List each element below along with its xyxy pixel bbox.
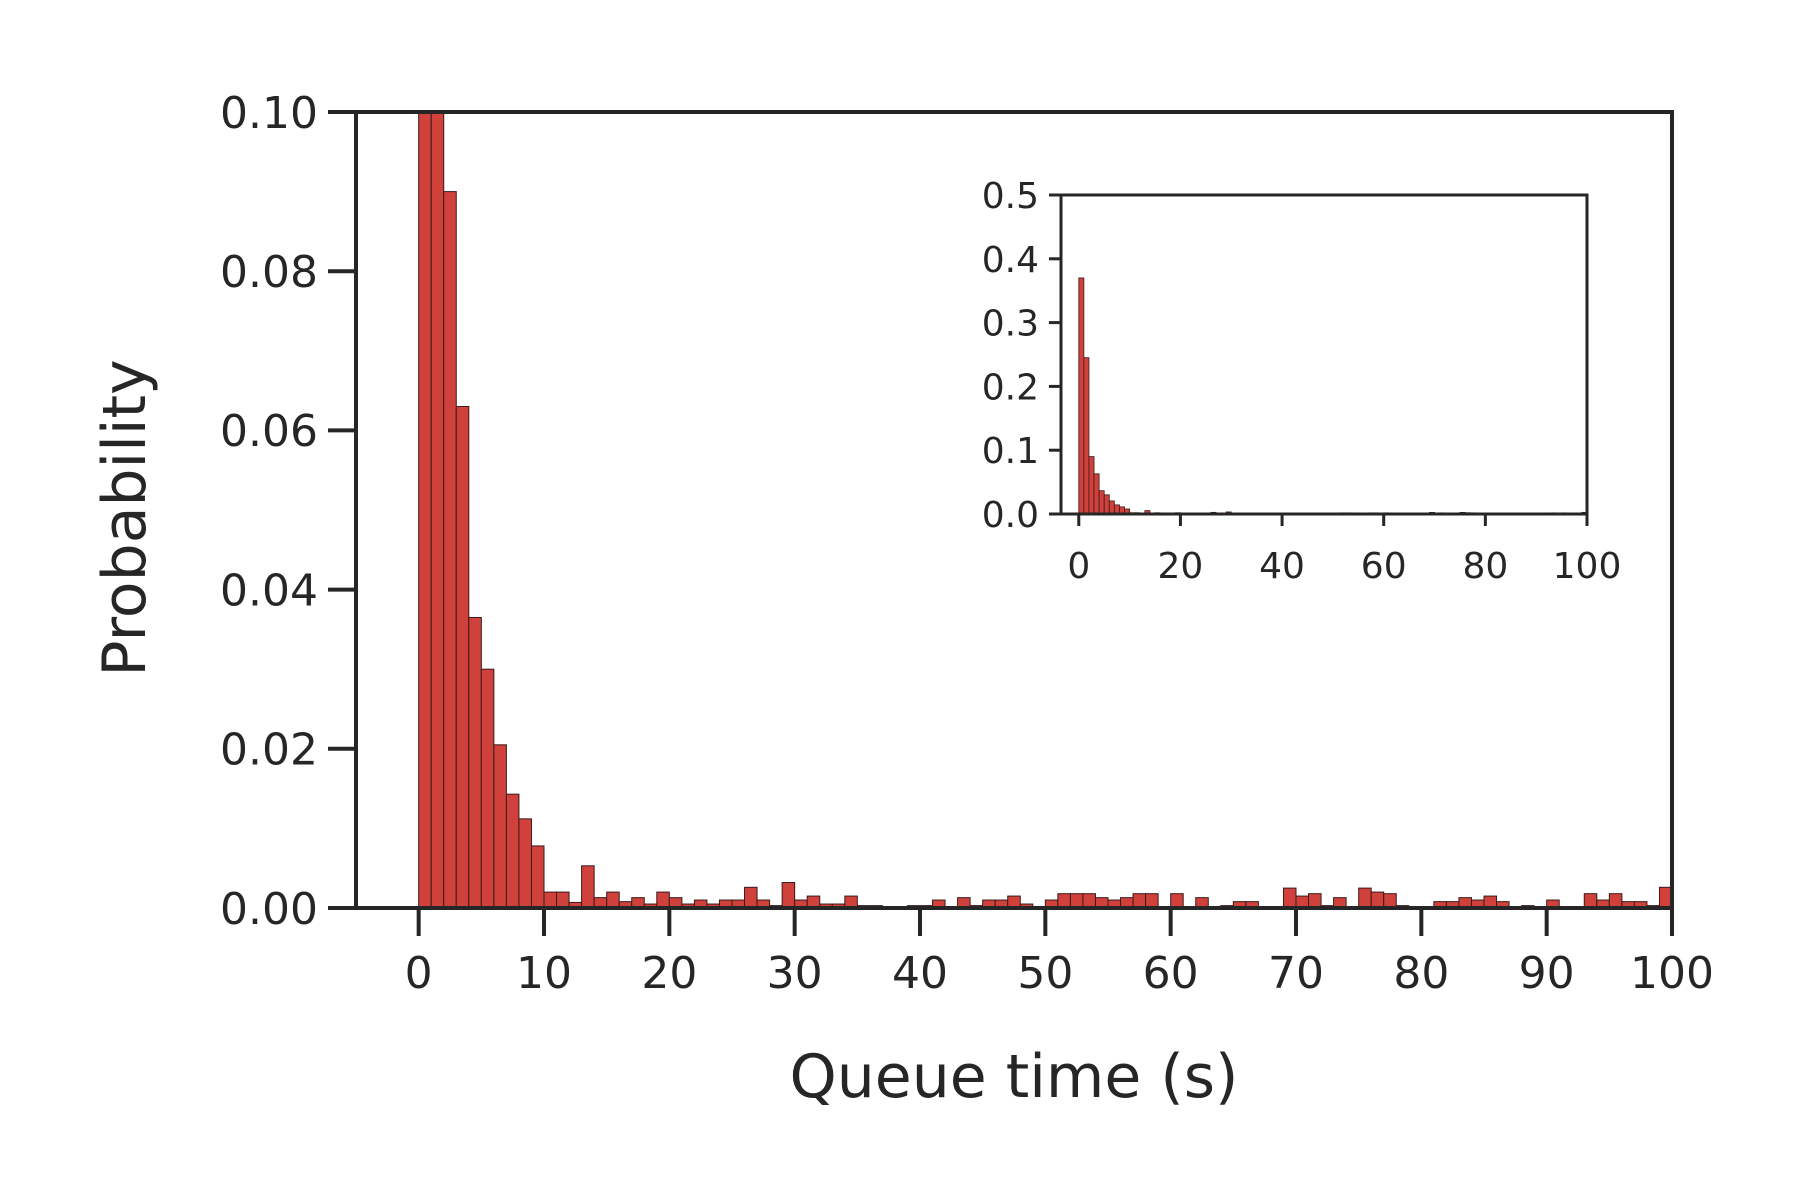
inset-x-axis-ticks: 0 20 40 60 80 100 xyxy=(1067,514,1621,587)
histogram-bar xyxy=(1103,494,1110,515)
y-tick-label: 0.5 xyxy=(982,176,1039,217)
y-tick-label: 0.4 xyxy=(982,240,1039,281)
histogram-bar xyxy=(606,891,620,909)
histogram-bar xyxy=(518,818,532,909)
x-tick-label: 80 xyxy=(1462,546,1508,587)
histogram-bar xyxy=(505,793,520,909)
y-tick-label: 0.10 xyxy=(220,88,318,139)
x-tick-label: 100 xyxy=(1630,948,1714,999)
histogram-bar xyxy=(1170,893,1184,909)
x-tick-label: 30 xyxy=(767,948,823,999)
histogram-bar xyxy=(556,891,570,909)
x-tick-label: 40 xyxy=(1259,546,1305,587)
x-tick-label: 60 xyxy=(1143,948,1199,999)
inset-plot-frame xyxy=(1059,193,1589,516)
y-tick-label: 0.02 xyxy=(220,725,318,776)
histogram-bar xyxy=(744,886,758,909)
y-tick-label: 0.06 xyxy=(220,406,318,457)
histogram-bar xyxy=(1583,893,1598,909)
histogram-bar xyxy=(1093,473,1100,515)
histogram-bar xyxy=(443,191,457,909)
histogram-bar xyxy=(468,616,482,909)
histogram-bar xyxy=(493,744,507,909)
main-y-axis-ticks: 0.00 0.02 0.04 0.06 0.08 0.10 xyxy=(220,88,356,935)
x-tick-label: 40 xyxy=(892,948,948,999)
histogram-bar xyxy=(1608,893,1623,909)
main-plot: 0 10 20 30 40 50 60 70 80 90 100 0.000.020.040.060… xyxy=(90,88,1714,1112)
histogram-bar xyxy=(1282,887,1297,909)
y-tick-label: 0.3 xyxy=(982,304,1039,345)
histogram-bar xyxy=(1057,893,1071,909)
histogram-bar xyxy=(418,111,432,909)
main-plot-frame xyxy=(354,110,1674,910)
histogram-bar xyxy=(656,891,670,909)
x-tick-label: 90 xyxy=(1519,948,1575,999)
inset-y-axis-ticks: 0.0 0.1 0.2 0.3 0.4 0.5 xyxy=(982,176,1061,536)
x-tick-label: 70 xyxy=(1268,948,1324,999)
y-tick-label: 0.1 xyxy=(982,431,1039,472)
histogram-bar xyxy=(1088,456,1095,515)
x-tick-label: 60 xyxy=(1361,546,1407,587)
histogram-bar xyxy=(1383,893,1397,909)
histogram-bar xyxy=(543,891,558,909)
histogram-bar xyxy=(581,865,595,909)
inset-plot: 0 20 40 60 80 100 0.0 0.1 0.2 0.3 0.4 0.5 xyxy=(982,176,1622,587)
y-tick-label: 0.00 xyxy=(220,884,318,935)
histogram-bar xyxy=(1370,891,1385,909)
histogram-bar xyxy=(1145,893,1159,909)
x-tick-label: 0 xyxy=(405,948,433,999)
histogram-bar xyxy=(1132,893,1147,909)
main-x-axis-label: Queue time (s) xyxy=(790,1042,1239,1112)
histogram-bar xyxy=(430,111,445,909)
x-tick-label: 80 xyxy=(1393,948,1449,999)
main-x-axis-ticks: 0 10 20 30 40 50 60 70 80 90 100 xyxy=(405,908,1714,999)
histogram-bar xyxy=(455,406,470,909)
main-bars xyxy=(418,111,1673,909)
x-tick-label: 50 xyxy=(1017,948,1073,999)
histogram-bar xyxy=(1082,893,1096,909)
main-y-axis-label: Probability xyxy=(90,359,160,676)
histogram-bar xyxy=(1308,893,1322,909)
x-tick-label: 20 xyxy=(1158,546,1204,587)
x-tick-label: 20 xyxy=(641,948,697,999)
histogram-bar xyxy=(1098,490,1105,515)
inset-bars xyxy=(1078,277,1588,515)
histogram-bar xyxy=(1078,277,1085,515)
histogram-bar xyxy=(530,845,545,909)
y-tick-label: 0.04 xyxy=(220,565,318,616)
y-tick-label: 0.08 xyxy=(220,247,318,298)
histogram-bar xyxy=(1358,887,1372,909)
histogram-bar xyxy=(1069,893,1084,909)
x-tick-label: 100 xyxy=(1553,546,1622,587)
x-tick-label: 10 xyxy=(516,948,572,999)
histogram-bar xyxy=(480,668,495,909)
histogram-bar xyxy=(781,882,796,909)
y-tick-label: 0.0 xyxy=(982,495,1039,536)
y-tick-label: 0.2 xyxy=(982,367,1039,408)
histogram-bar xyxy=(1108,500,1115,515)
histogram-bar xyxy=(1083,357,1090,515)
x-tick-label: 0 xyxy=(1067,546,1090,587)
